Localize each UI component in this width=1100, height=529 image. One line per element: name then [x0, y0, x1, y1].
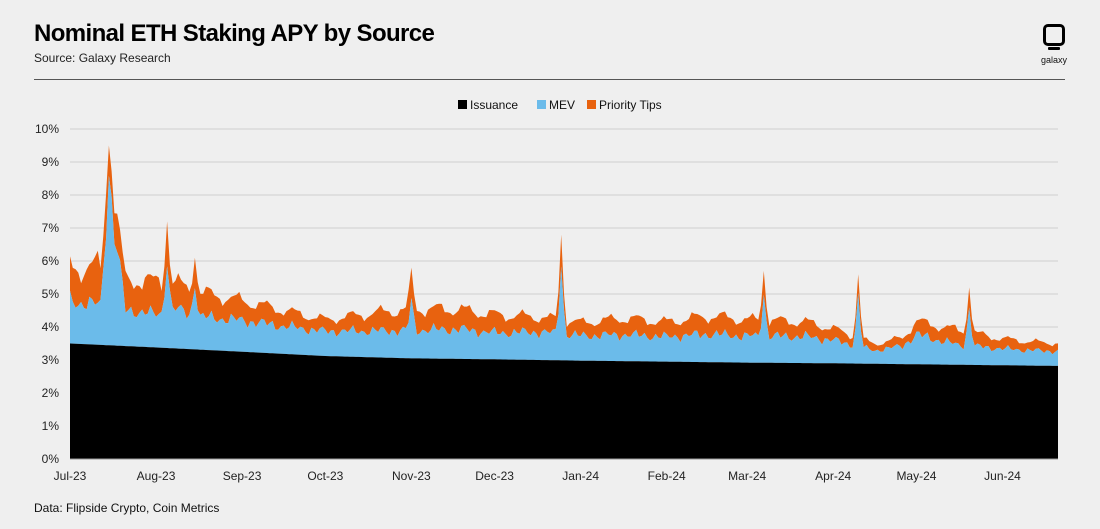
y-tick-label: 3%	[42, 353, 60, 367]
x-tick-label: Sep-23	[223, 469, 262, 483]
x-tick-label: Oct-23	[307, 469, 343, 483]
x-tick-label: May-24	[896, 469, 936, 483]
x-tick-label: Dec-23	[475, 469, 514, 483]
x-tick-label: Mar-24	[728, 469, 766, 483]
data-source-note: Data: Flipside Crypto, Coin Metrics	[34, 501, 220, 515]
y-tick-label: 5%	[42, 287, 60, 301]
y-tick-label: 0%	[42, 452, 60, 466]
x-tick-label: Jan-24	[562, 469, 599, 483]
chart-title: Nominal ETH Staking APY by Source	[34, 20, 435, 47]
galaxy-logo-icon	[1043, 24, 1065, 50]
y-tick-label: 9%	[42, 155, 60, 169]
legend-label: MEV	[549, 98, 575, 112]
logo-text: galaxy	[1040, 55, 1067, 65]
x-tick-label: Nov-23	[392, 469, 431, 483]
y-tick-label: 10%	[35, 122, 59, 136]
area-mev	[70, 175, 1058, 366]
y-tick-label: 2%	[42, 386, 60, 400]
legend-swatch	[587, 100, 596, 109]
x-tick-label: Apr-24	[815, 469, 851, 483]
chart-subtitle: Source: Galaxy Research	[34, 51, 171, 65]
x-tick-label: Jun-24	[984, 469, 1021, 483]
y-tick-label: 8%	[42, 188, 60, 202]
x-tick-label: Jul-23	[54, 469, 87, 483]
x-tick-label: Aug-23	[137, 469, 176, 483]
x-tick-label: Feb-24	[648, 469, 686, 483]
y-tick-label: 7%	[42, 221, 60, 235]
header-divider	[34, 79, 1065, 80]
legend-label: Issuance	[470, 98, 518, 112]
area-priority-tips	[70, 145, 1058, 355]
legend-swatch	[458, 100, 467, 109]
y-tick-label: 1%	[42, 419, 60, 433]
legend-label: Priority Tips	[599, 98, 662, 112]
galaxy-logo: galaxy	[1031, 24, 1077, 65]
y-tick-label: 6%	[42, 254, 60, 268]
y-tick-label: 4%	[42, 320, 60, 334]
legend-swatch	[537, 100, 546, 109]
area-issuance	[70, 343, 1058, 459]
